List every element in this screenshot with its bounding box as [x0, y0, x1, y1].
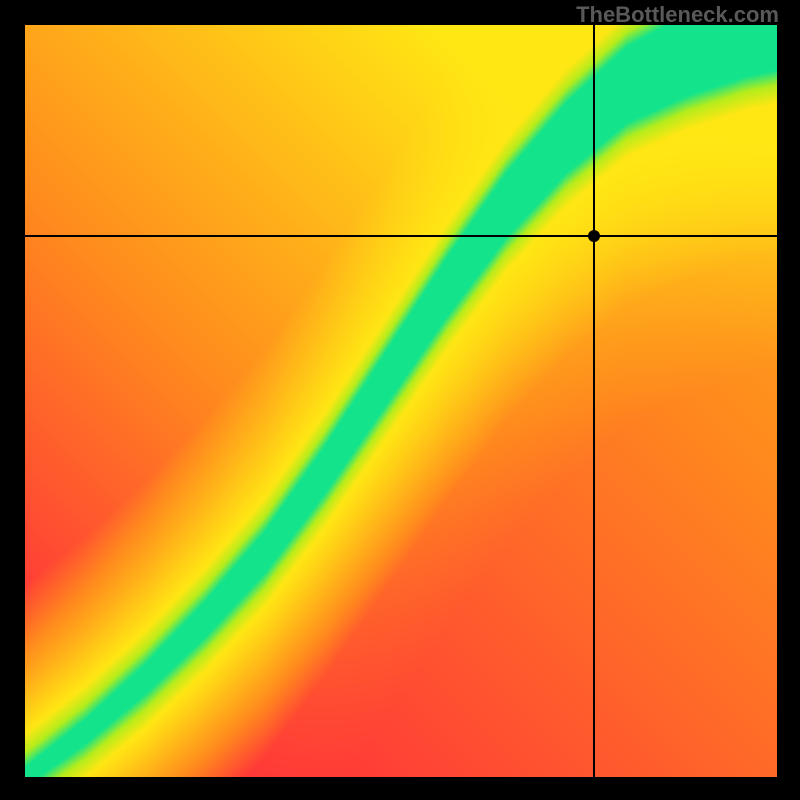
crosshair-marker [588, 230, 600, 242]
crosshair-vertical [593, 25, 595, 777]
crosshair-horizontal [25, 235, 777, 237]
bottleneck-heatmap [25, 25, 777, 777]
chart-container: TheBottleneck.com [0, 0, 800, 800]
watermark-text: TheBottleneck.com [576, 2, 779, 28]
